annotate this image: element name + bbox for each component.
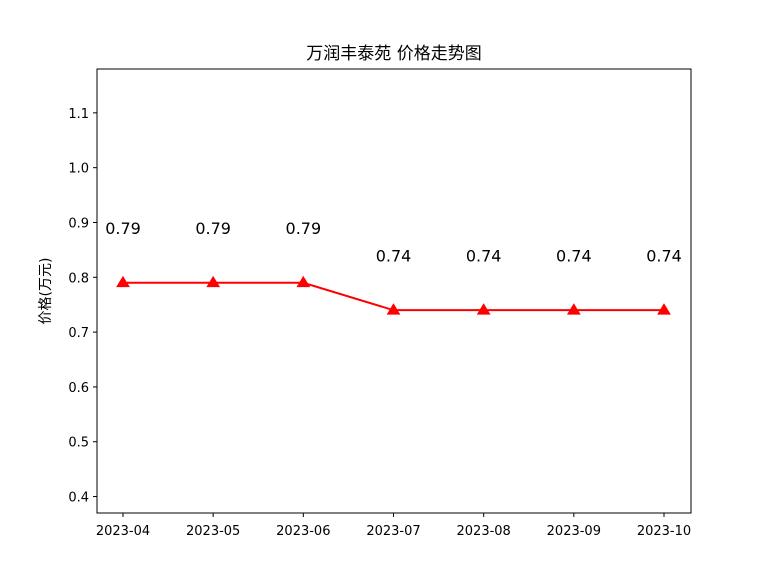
x-tick-label: 2023-09 [547, 524, 601, 539]
x-tick-label: 2023-06 [276, 524, 330, 539]
data-point-marker [476, 303, 491, 315]
data-point-marker [116, 275, 130, 288]
y-axis: 0.4 0.5 0.6 0.7 0.8 0.9 1.0 1.1 [68, 107, 97, 506]
data-value-label: 0.74 [556, 246, 592, 265]
data-value-label: 0.79 [195, 219, 231, 238]
x-tick-label: 2023-08 [457, 524, 511, 539]
y-tick-label: 0.5 [68, 436, 89, 451]
series-price [116, 275, 671, 315]
y-tick-label: 0.7 [68, 326, 89, 341]
chart-title: 万润丰泰苑 价格走势图 [306, 44, 481, 64]
y-tick-label: 0.4 [68, 491, 89, 506]
x-tick-label: 2023-05 [186, 524, 240, 539]
data-point-marker [296, 275, 311, 288]
y-tick-label: 1.1 [68, 107, 89, 122]
y-tick-label: 1.0 [68, 162, 89, 177]
data-value-label: 0.74 [646, 246, 682, 265]
data-value-label: 0.74 [376, 246, 412, 265]
data-labels: 0.79 0.79 0.79 0.74 0.74 0.74 0.74 [105, 219, 682, 265]
data-point-marker [657, 303, 671, 315]
data-point-marker [206, 275, 221, 288]
y-tick-label: 0.8 [68, 271, 89, 286]
data-value-label: 0.79 [286, 219, 322, 238]
y-tick-label: 0.9 [68, 216, 89, 231]
x-tick-label: 2023-10 [637, 524, 691, 539]
x-tick-label: 2023-04 [96, 524, 150, 539]
data-value-label: 0.74 [466, 246, 502, 265]
data-point-marker [566, 303, 581, 315]
x-tick-label: 2023-07 [366, 524, 420, 539]
data-value-label: 0.79 [105, 219, 141, 238]
data-point-marker [386, 303, 401, 315]
y-tick-label: 0.6 [68, 381, 89, 396]
x-axis: 2023-04 2023-05 2023-06 2023-07 2023-08 2023-… [96, 513, 691, 539]
y-axis-label: 价格(万元) [38, 258, 54, 325]
